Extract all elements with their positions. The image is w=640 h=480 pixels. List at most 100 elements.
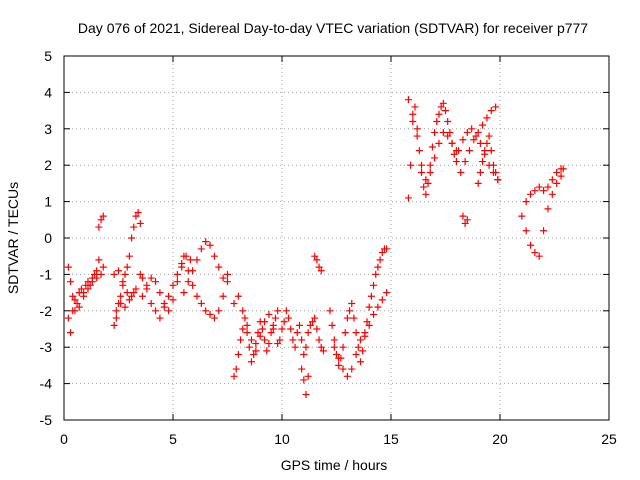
data-point [409,110,417,118]
data-point [197,300,205,308]
data-point [252,340,260,348]
data-point [130,223,138,231]
data-point [431,154,439,162]
x-tick-label: 10 [274,431,290,447]
data-point [348,365,356,373]
data-point [527,190,535,198]
y-tick-label: -1 [40,266,53,282]
data-point [304,329,312,337]
data-point [489,161,497,169]
data-point [411,103,419,111]
data-point [80,289,88,297]
data-point [437,103,445,111]
data-point [309,318,317,326]
data-point [64,314,72,322]
x-tick-label: 15 [383,431,399,447]
data-point [354,343,362,351]
data-point [112,307,120,315]
data-point [328,321,336,329]
data-point [67,329,75,337]
data-point [383,289,391,297]
data-point [459,136,467,144]
data-point [313,325,321,333]
data-point [304,372,312,380]
data-point [95,256,103,264]
data-point [295,321,303,329]
data-point [254,329,262,337]
data-point [278,325,286,333]
data-point [463,216,471,224]
data-point [365,321,373,329]
data-point [134,209,142,217]
data-point [317,343,325,351]
data-point [119,278,127,286]
data-point [485,132,493,140]
data-point [91,270,99,278]
y-tick-label: -3 [40,339,53,355]
data-point [193,256,201,264]
data-point [202,307,210,315]
data-point [147,274,155,282]
y-tick-label: 5 [44,48,52,64]
data-point [361,329,369,337]
data-point [374,263,382,271]
data-point [378,296,386,304]
data-point [258,325,266,333]
data-point [280,318,288,326]
data-point [420,183,428,191]
data-point [348,300,356,308]
data-point [178,259,186,267]
data-point [152,278,160,286]
data-point [173,270,181,278]
data-point [350,314,358,322]
data-point [93,274,101,282]
data-points [64,96,567,399]
data-point [117,300,125,308]
data-point [544,205,552,213]
data-point [472,132,480,140]
data-point [180,289,188,297]
data-point [422,190,430,198]
x-tick-label: 25 [601,431,617,447]
data-point [173,278,181,286]
data-point [95,223,103,231]
data-point [339,365,347,373]
data-point [313,256,321,264]
data-point [442,107,449,115]
axis-ticks: 0 5 10 15 20 25 -5 -4 -3 -2 -1 0 1 2 3 4 5 [40,48,617,447]
data-point [215,307,223,315]
data-point [450,150,458,158]
data-point [130,289,138,297]
data-point [261,318,269,326]
data-point [476,139,484,147]
data-point [492,103,500,111]
data-point [250,350,258,358]
data-point [263,347,271,355]
data-point [548,176,556,184]
data-point [461,219,469,227]
data-point [224,270,231,278]
data-point [169,281,177,289]
data-point [234,350,242,358]
data-point [75,303,83,311]
data-point [531,249,539,257]
data-point [99,212,107,220]
data-point [298,365,306,373]
data-point [315,263,323,271]
y-tick-label: 2 [44,157,52,173]
data-point [330,336,338,344]
data-point [383,245,391,253]
data-point [202,238,210,246]
y-axis-label: SDTVAR / TECUs [5,182,21,294]
data-point [407,161,415,169]
data-point [404,194,412,202]
data-point [352,329,360,337]
data-point [285,314,293,322]
data-point [468,125,476,133]
data-point [291,343,299,351]
data-point [136,270,144,278]
data-point [241,314,249,322]
data-point [317,267,325,275]
data-point [77,285,85,293]
data-point [189,267,197,275]
